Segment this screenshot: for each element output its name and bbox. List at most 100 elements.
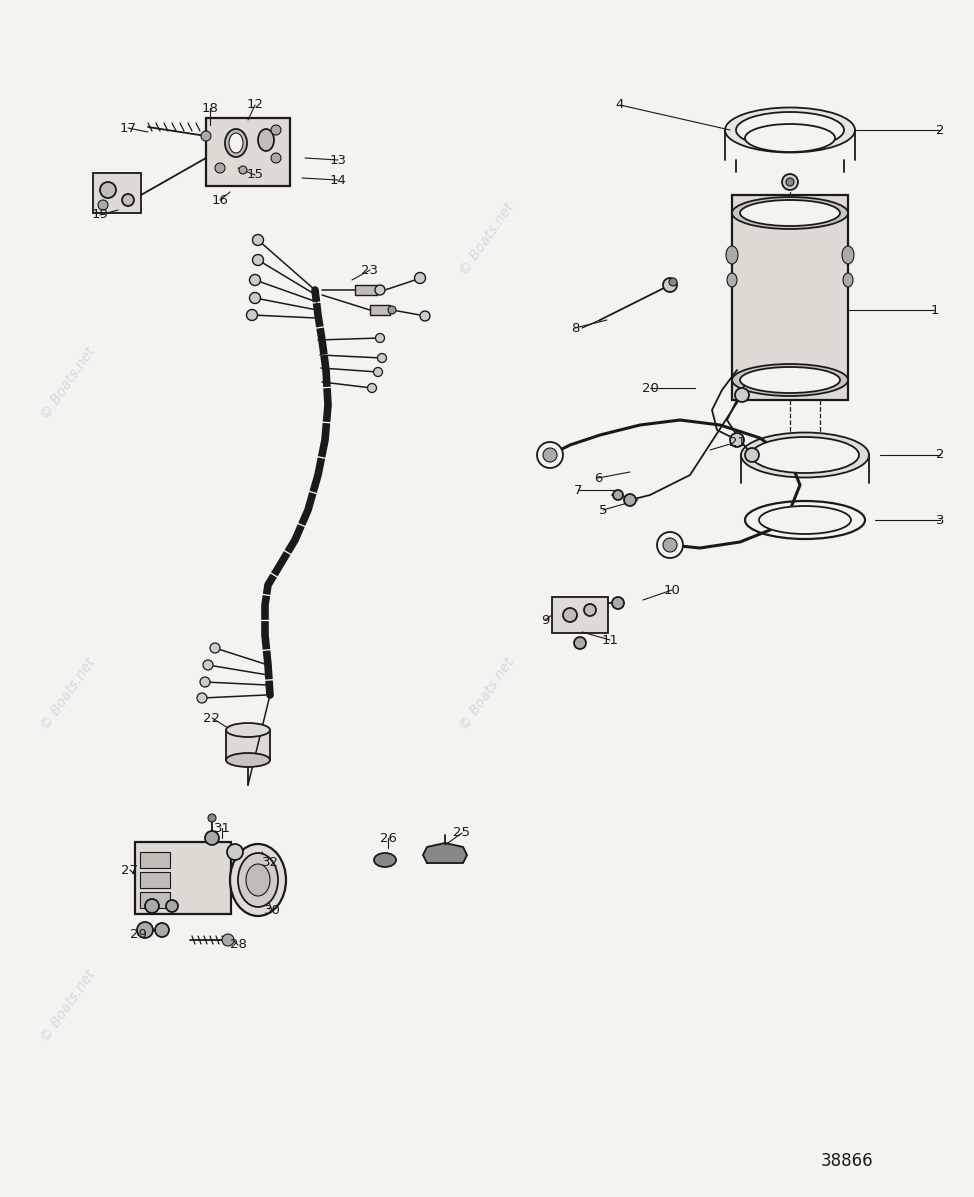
Text: 30: 30 [264, 904, 281, 917]
Ellipse shape [740, 200, 840, 226]
Ellipse shape [727, 273, 737, 287]
Ellipse shape [741, 432, 869, 478]
Text: © Boats.net: © Boats.net [38, 656, 98, 733]
Circle shape [100, 182, 116, 198]
Circle shape [222, 934, 234, 946]
Circle shape [197, 693, 207, 703]
Circle shape [415, 273, 426, 284]
Text: 10: 10 [663, 583, 681, 596]
Text: 23: 23 [361, 263, 379, 277]
Circle shape [249, 292, 260, 304]
Text: 19: 19 [92, 208, 108, 221]
Circle shape [373, 367, 383, 377]
Ellipse shape [246, 864, 270, 897]
Text: 14: 14 [329, 174, 347, 187]
Circle shape [122, 194, 134, 206]
Circle shape [249, 274, 260, 286]
Circle shape [166, 900, 178, 912]
Text: 7: 7 [574, 484, 582, 497]
Text: 11: 11 [602, 633, 618, 646]
Ellipse shape [726, 247, 738, 265]
Circle shape [205, 831, 219, 845]
Text: 22: 22 [204, 711, 220, 724]
Text: 29: 29 [130, 929, 146, 942]
Ellipse shape [732, 364, 848, 396]
Circle shape [537, 442, 563, 468]
Text: 2: 2 [936, 123, 944, 136]
Text: © Boats.net: © Boats.net [457, 201, 517, 278]
Circle shape [201, 130, 211, 141]
Circle shape [215, 163, 225, 174]
Bar [140, 892, 170, 909]
Circle shape [786, 178, 794, 186]
Text: 1: 1 [931, 304, 939, 316]
Text: © Boats.net: © Boats.net [38, 967, 98, 1044]
Ellipse shape [736, 113, 844, 148]
Circle shape [252, 235, 264, 245]
Ellipse shape [732, 198, 848, 229]
Circle shape [98, 200, 108, 209]
Ellipse shape [751, 437, 859, 473]
Circle shape [543, 448, 557, 462]
Text: 12: 12 [246, 98, 264, 111]
Bar [732, 195, 848, 400]
Text: © Boats.net: © Boats.net [457, 656, 517, 733]
Text: 4: 4 [616, 98, 624, 111]
Bar [140, 852, 170, 868]
Circle shape [663, 278, 677, 292]
Circle shape [375, 285, 385, 294]
Bar [206, 119, 290, 186]
Ellipse shape [226, 723, 270, 737]
Text: 26: 26 [380, 832, 396, 845]
Text: 5: 5 [599, 504, 607, 516]
Circle shape [735, 388, 749, 402]
Bar [135, 841, 231, 915]
Circle shape [574, 637, 586, 649]
Circle shape [388, 306, 396, 314]
Ellipse shape [745, 502, 865, 539]
Circle shape [239, 166, 247, 174]
Circle shape [378, 353, 387, 363]
Circle shape [246, 310, 257, 321]
Text: 9: 9 [541, 614, 549, 626]
Bar [355, 285, 377, 294]
Circle shape [624, 494, 636, 506]
Circle shape [271, 124, 281, 135]
Circle shape [208, 814, 216, 822]
Ellipse shape [745, 124, 835, 152]
Text: 6: 6 [594, 472, 602, 485]
Text: 18: 18 [202, 102, 218, 115]
Circle shape [663, 537, 677, 552]
Circle shape [376, 334, 385, 342]
Ellipse shape [230, 844, 286, 916]
Text: 15: 15 [246, 169, 264, 182]
Circle shape [563, 608, 577, 622]
Ellipse shape [225, 129, 247, 157]
Circle shape [730, 433, 744, 446]
Bar [552, 597, 608, 633]
Circle shape [613, 490, 623, 500]
Bar [370, 305, 390, 315]
Ellipse shape [843, 273, 853, 287]
Circle shape [584, 604, 596, 616]
Text: 2: 2 [936, 449, 944, 462]
Text: © Boats.net: © Boats.net [38, 345, 98, 421]
Text: 31: 31 [213, 821, 231, 834]
Circle shape [210, 643, 220, 654]
Ellipse shape [725, 108, 855, 152]
Bar [226, 730, 270, 760]
Circle shape [137, 922, 153, 938]
Text: 20: 20 [642, 382, 658, 395]
Circle shape [271, 153, 281, 163]
Text: 13: 13 [329, 153, 347, 166]
Bar [93, 174, 141, 213]
Text: 32: 32 [261, 856, 279, 869]
Circle shape [782, 174, 798, 190]
Ellipse shape [226, 753, 270, 767]
Ellipse shape [238, 853, 278, 907]
Ellipse shape [229, 133, 243, 153]
Circle shape [745, 448, 759, 462]
Ellipse shape [258, 129, 274, 151]
Ellipse shape [842, 247, 854, 265]
Circle shape [200, 678, 210, 687]
